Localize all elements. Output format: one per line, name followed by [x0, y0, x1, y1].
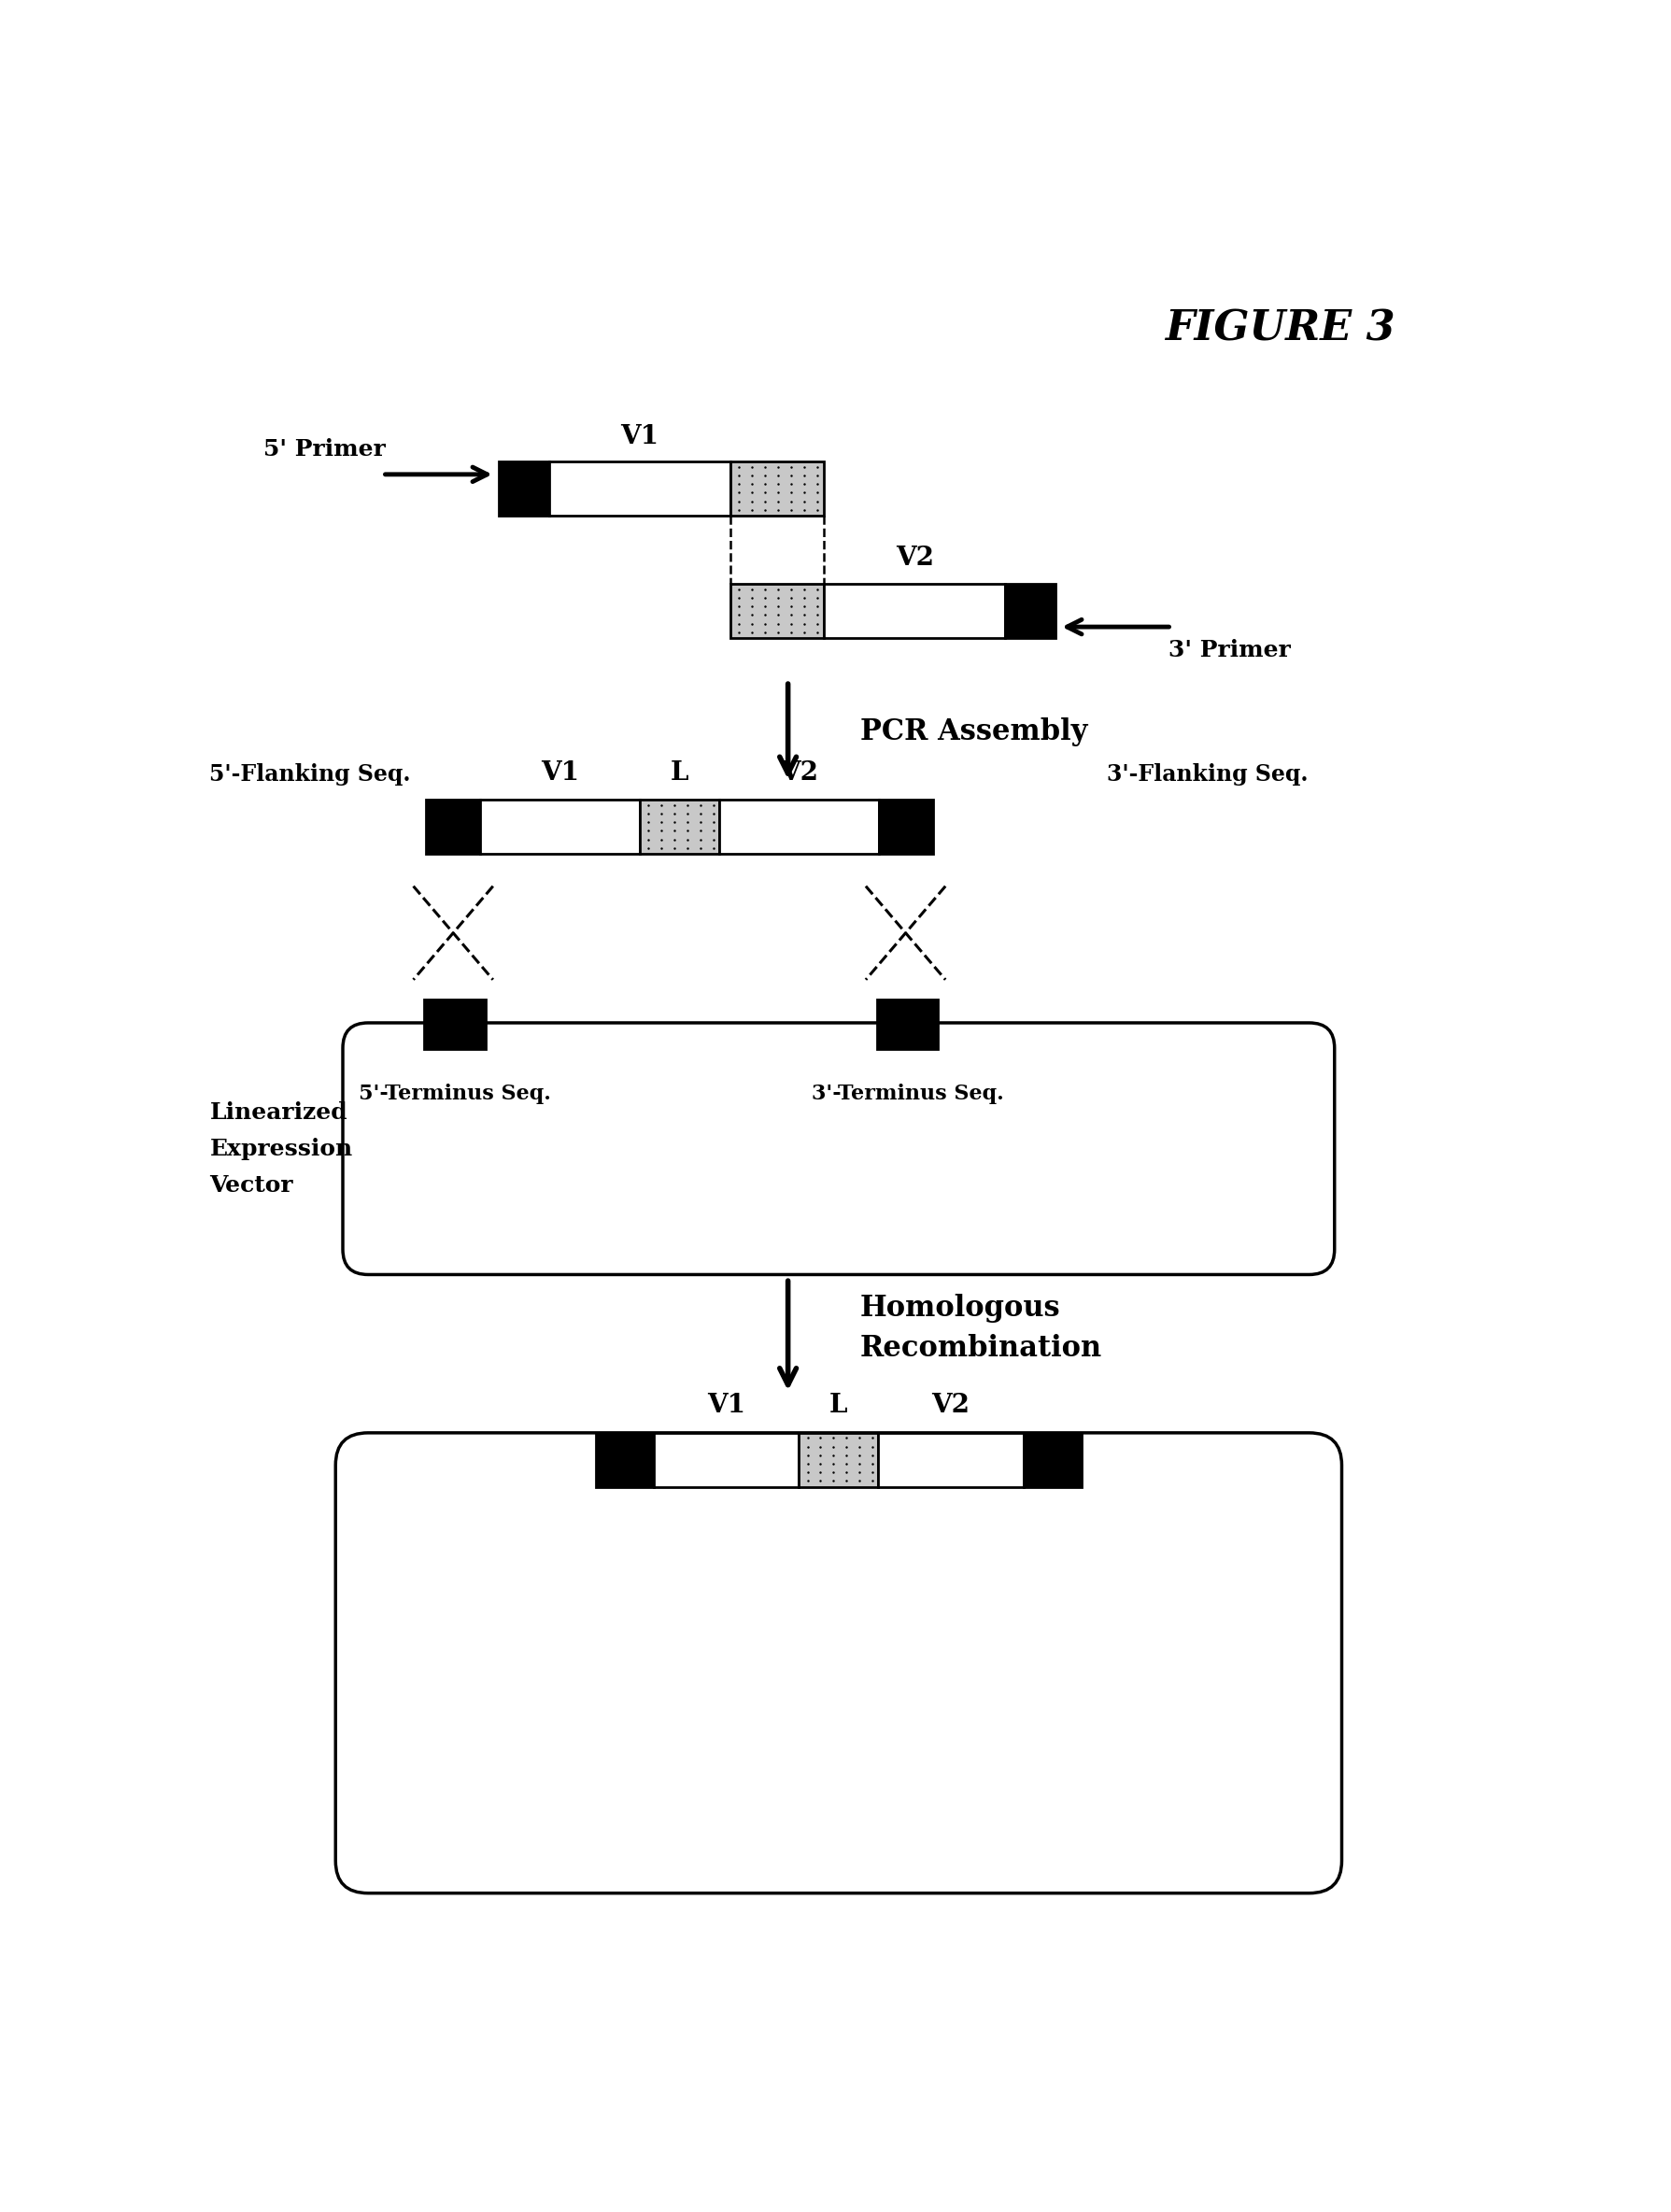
Text: V1: V1: [620, 425, 658, 449]
Bar: [824, 584, 1006, 637]
Text: 3'-Flanking Seq.: 3'-Flanking Seq.: [1108, 763, 1308, 785]
Bar: [799, 1433, 879, 1486]
Bar: [879, 801, 932, 854]
Text: 3' Primer: 3' Primer: [1168, 639, 1290, 661]
Bar: [877, 1000, 937, 1048]
Text: V1: V1: [707, 1394, 745, 1418]
Bar: [498, 462, 550, 515]
Bar: [426, 801, 480, 854]
Bar: [719, 801, 879, 854]
FancyBboxPatch shape: [336, 1433, 1342, 1893]
Bar: [597, 1433, 653, 1486]
Text: V1: V1: [541, 761, 580, 785]
Bar: [424, 1000, 486, 1048]
Text: Linearized
Expression
Vector: Linearized Expression Vector: [209, 1102, 353, 1197]
Bar: [653, 1433, 799, 1486]
Bar: [730, 462, 824, 515]
Text: PCR Assembly: PCR Assembly: [861, 717, 1088, 745]
Text: FIGURE 3: FIGURE 3: [1165, 310, 1395, 349]
Text: 5' Primer: 5' Primer: [264, 438, 386, 460]
Bar: [640, 801, 719, 854]
Bar: [550, 462, 730, 515]
Text: V2: V2: [932, 1394, 969, 1418]
Text: Homologous
Recombination: Homologous Recombination: [861, 1294, 1103, 1363]
Bar: [1006, 584, 1056, 637]
Text: L: L: [829, 1394, 847, 1418]
Text: 5'-Flanking Seq.: 5'-Flanking Seq.: [209, 763, 411, 785]
Text: L: L: [670, 761, 688, 785]
Text: 3'-Terminus Seq.: 3'-Terminus Seq.: [812, 1084, 1004, 1104]
Bar: [879, 1433, 1023, 1486]
Text: V2: V2: [896, 546, 934, 571]
Text: 5'-Terminus Seq.: 5'-Terminus Seq.: [359, 1084, 551, 1104]
Bar: [480, 801, 640, 854]
FancyBboxPatch shape: [343, 1022, 1335, 1274]
Bar: [730, 584, 824, 637]
Text: V2: V2: [780, 761, 819, 785]
Bar: [1023, 1433, 1081, 1486]
